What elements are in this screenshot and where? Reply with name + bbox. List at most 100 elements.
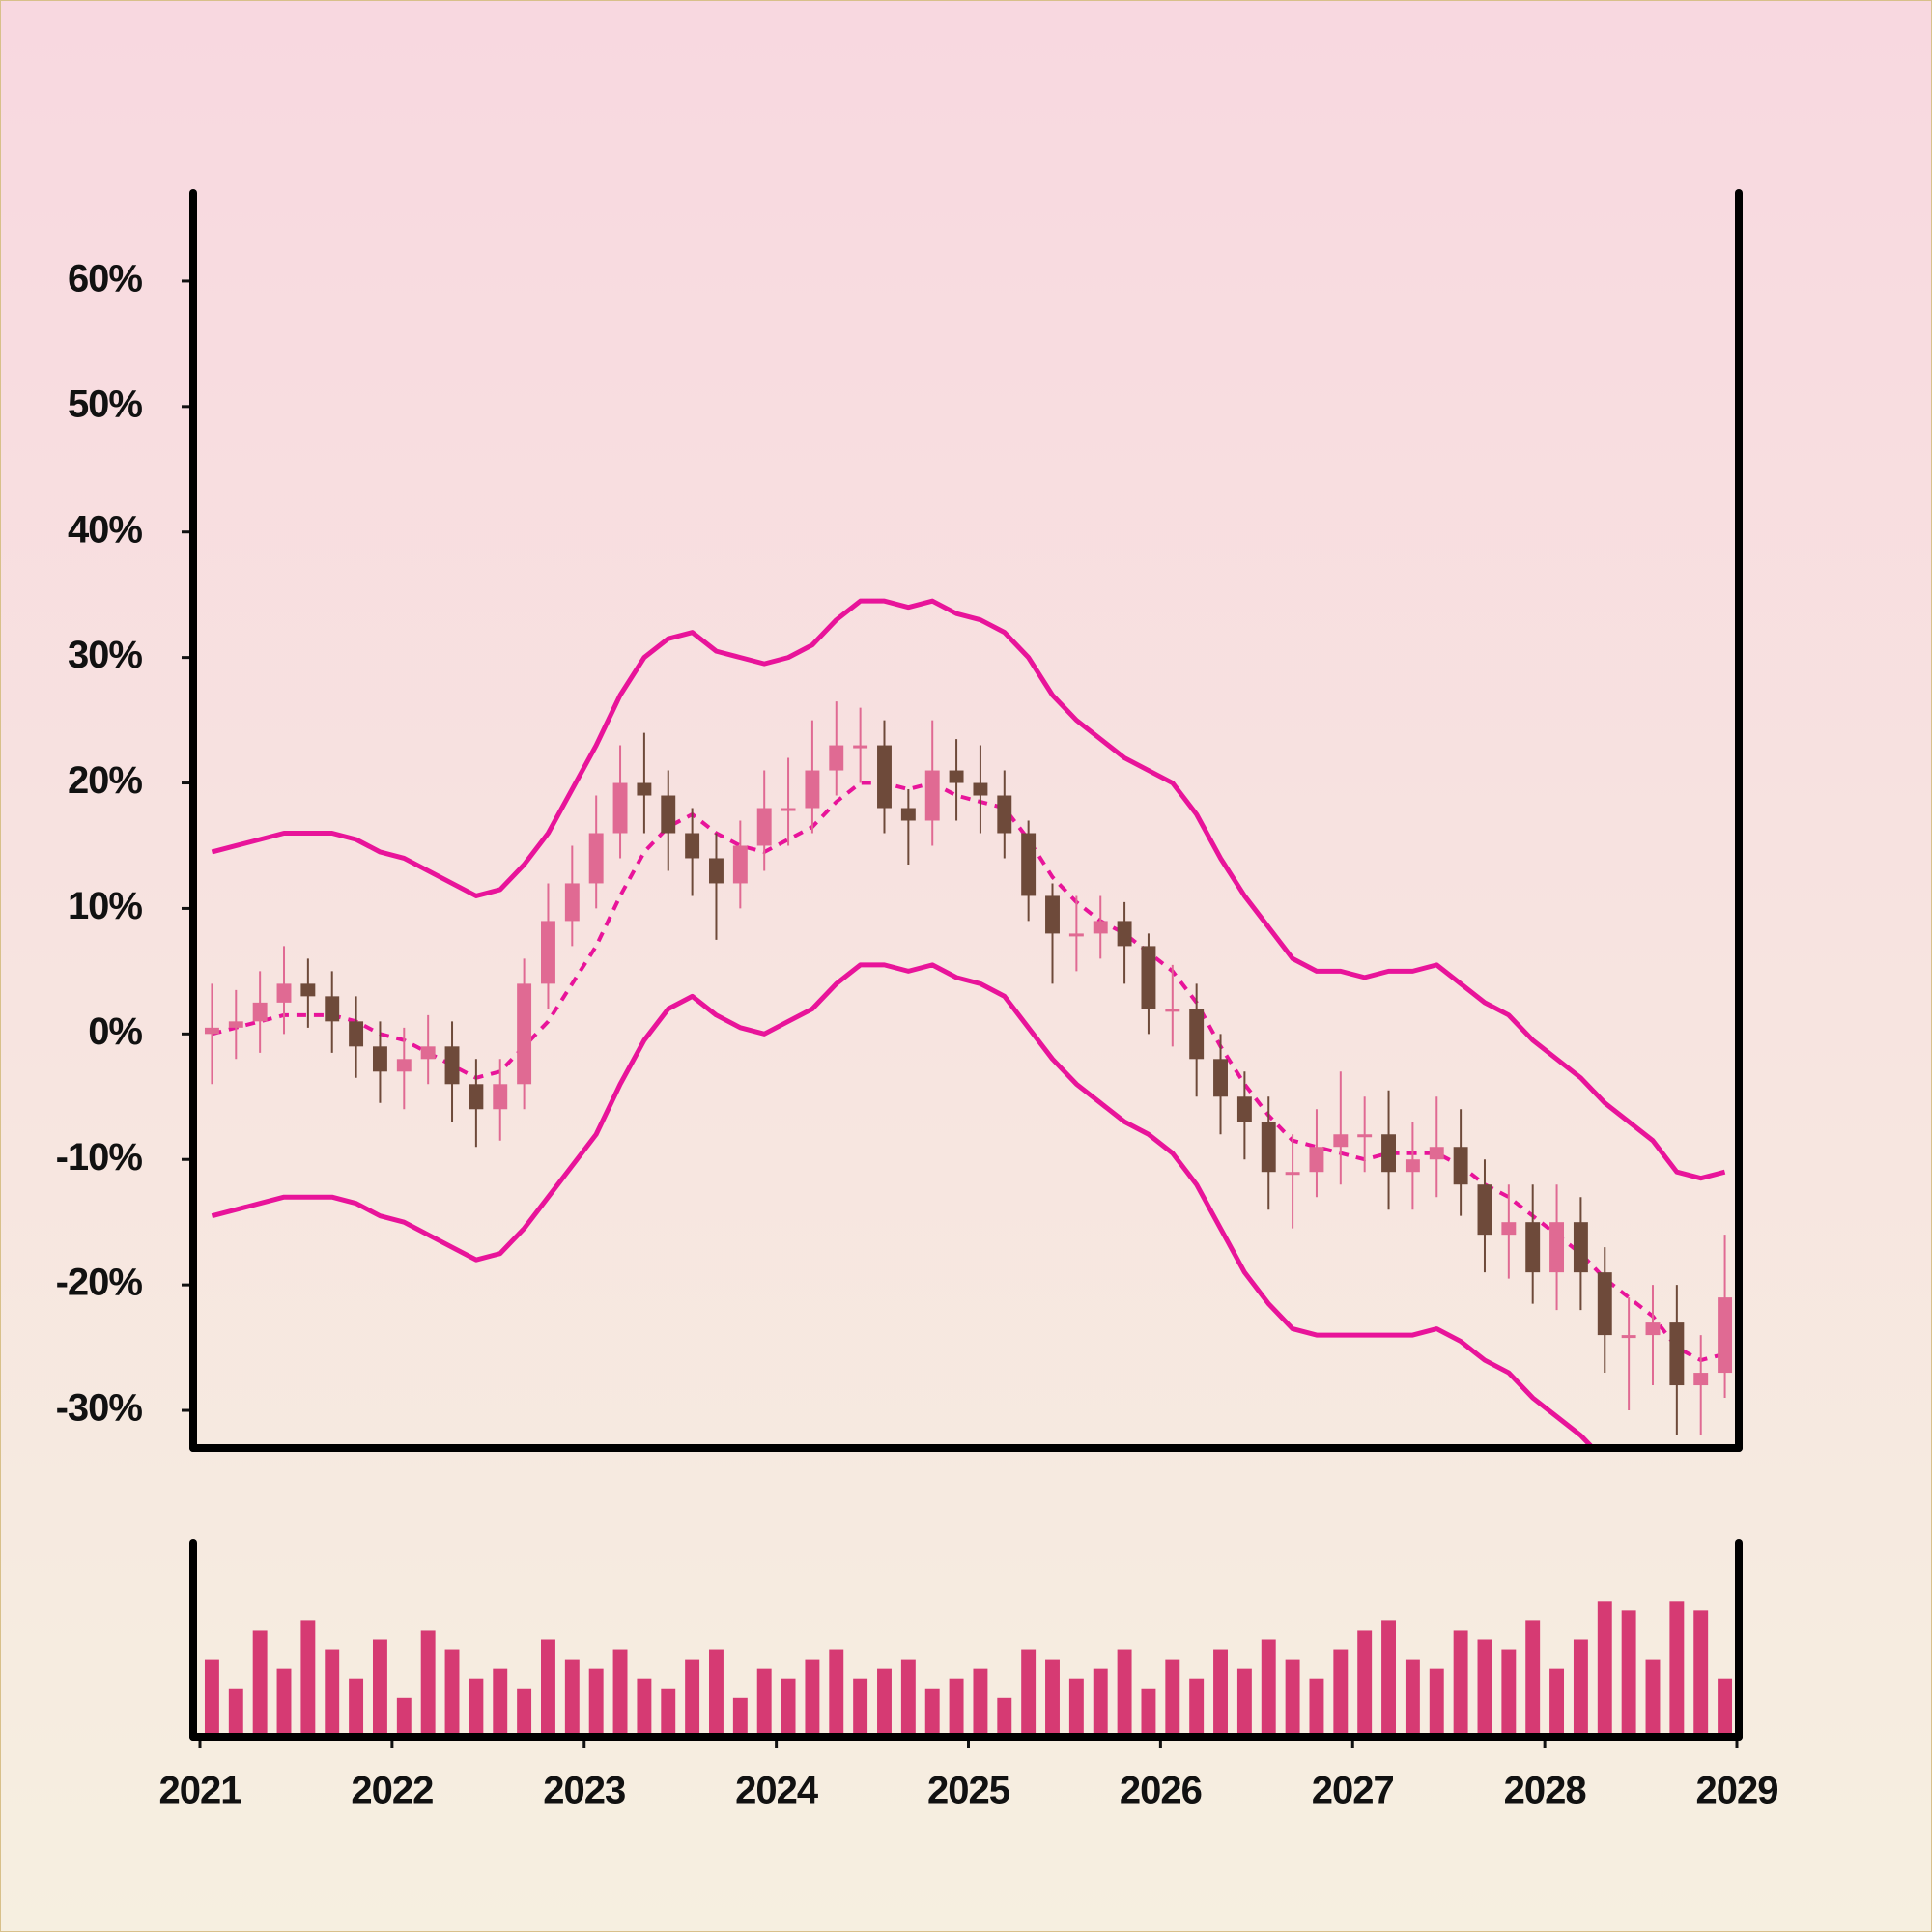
volume-bar [900,1659,916,1737]
volume-bar [1165,1659,1180,1737]
candle-body [1621,1335,1636,1339]
candle-body [853,745,868,749]
candle-body [612,782,628,834]
volume-bar [997,1697,1012,1737]
volume-bar [756,1668,772,1737]
y-tick-label: 0% [88,1010,142,1053]
candle-body [1645,1322,1661,1336]
volume-bar [420,1630,436,1737]
volume-bar [877,1668,892,1737]
volume-bar [1429,1668,1444,1737]
candle-body [1357,1134,1373,1138]
candle-body [1165,1009,1180,1012]
candle-body [469,1084,484,1110]
volume-bar [1093,1668,1108,1737]
candle-body [588,833,604,884]
candle-body [1021,833,1037,896]
candle-body [1261,1122,1276,1173]
candle-body [1333,1134,1349,1148]
candle-body [756,808,772,846]
candle-body [204,1027,219,1035]
candle-body [420,1046,436,1060]
candle-body [1573,1222,1588,1273]
candle-body [781,808,796,811]
main-plot [204,598,1733,1448]
volume-bar [1213,1649,1228,1737]
volume-bar [1261,1639,1276,1737]
candle-body [493,1084,508,1110]
x-tick-label: 2021 [159,1770,242,1812]
volume-bar [1357,1630,1373,1737]
candle-body [1453,1147,1468,1185]
volume-bar [469,1678,484,1737]
volume-bar [325,1649,340,1737]
candle-body [1093,921,1108,934]
candle-body [924,770,940,821]
volume-bar [1621,1610,1636,1737]
candle-body [564,883,580,922]
candle-body [228,1021,243,1028]
volume-bar [276,1668,292,1737]
upper-band [211,598,1726,1181]
x-tick-label: 2028 [1504,1770,1587,1812]
volume-bar [1501,1649,1517,1737]
candle-body [1285,1172,1300,1176]
candle-body [900,808,916,821]
candle-body [300,983,316,997]
candle-body [1429,1147,1444,1160]
candle-body [877,745,892,809]
x-tick-label: 2024 [735,1770,819,1812]
volume-bar [732,1697,748,1737]
candle-body [1309,1147,1324,1173]
y-tick-label: 40% [68,508,142,551]
candle-body [1718,1297,1733,1374]
candle-body [1045,895,1060,934]
volume-bar [1693,1610,1709,1737]
volume-bar [300,1620,316,1737]
volume-bar [637,1678,652,1737]
volume-bar [1477,1639,1492,1737]
candle-body [349,1021,364,1047]
candle-body [709,858,724,884]
candle-body [973,782,988,796]
x-tick-label: 2025 [927,1770,1010,1812]
volume-bar [709,1649,724,1737]
volume-bar [541,1639,555,1737]
candle-body [1117,921,1132,947]
y-tick-label: 60% [68,257,142,299]
volume-bar [853,1678,868,1737]
candle-body [1236,1096,1252,1122]
volume-bar [1117,1649,1132,1737]
x-tick-label: 2022 [351,1770,433,1812]
x-tick-label: 2027 [1312,1770,1394,1812]
y-tick-label: -10% [56,1136,143,1179]
y-tick-label: -20% [56,1262,143,1304]
volume-bar [1573,1639,1588,1737]
candle-body [1525,1222,1541,1273]
volume-bar [204,1659,219,1737]
volume-bar [1549,1668,1565,1737]
volume-bar [1405,1659,1420,1737]
candle-body [1501,1222,1517,1236]
volume-bar [612,1649,628,1737]
volume-bar [1718,1678,1733,1737]
volume-bar [661,1688,676,1737]
volume-bar [1309,1678,1324,1737]
volume-bar [924,1688,940,1737]
candle-body [637,782,652,796]
volume-bar [396,1697,412,1737]
volume-bar [1021,1649,1037,1737]
volume-bar [1285,1659,1300,1737]
volume-bar [1453,1630,1468,1737]
volume-bar [517,1688,532,1737]
candle-body [396,1059,412,1072]
candle-body [325,996,340,1022]
volume-bar [829,1649,844,1737]
candle-body [949,770,964,783]
candle-body [1381,1134,1396,1173]
y-tick-label: 20% [68,759,142,802]
y-tick-label: 30% [68,634,142,676]
volume-bar [372,1639,387,1737]
volume-bar [781,1678,796,1737]
